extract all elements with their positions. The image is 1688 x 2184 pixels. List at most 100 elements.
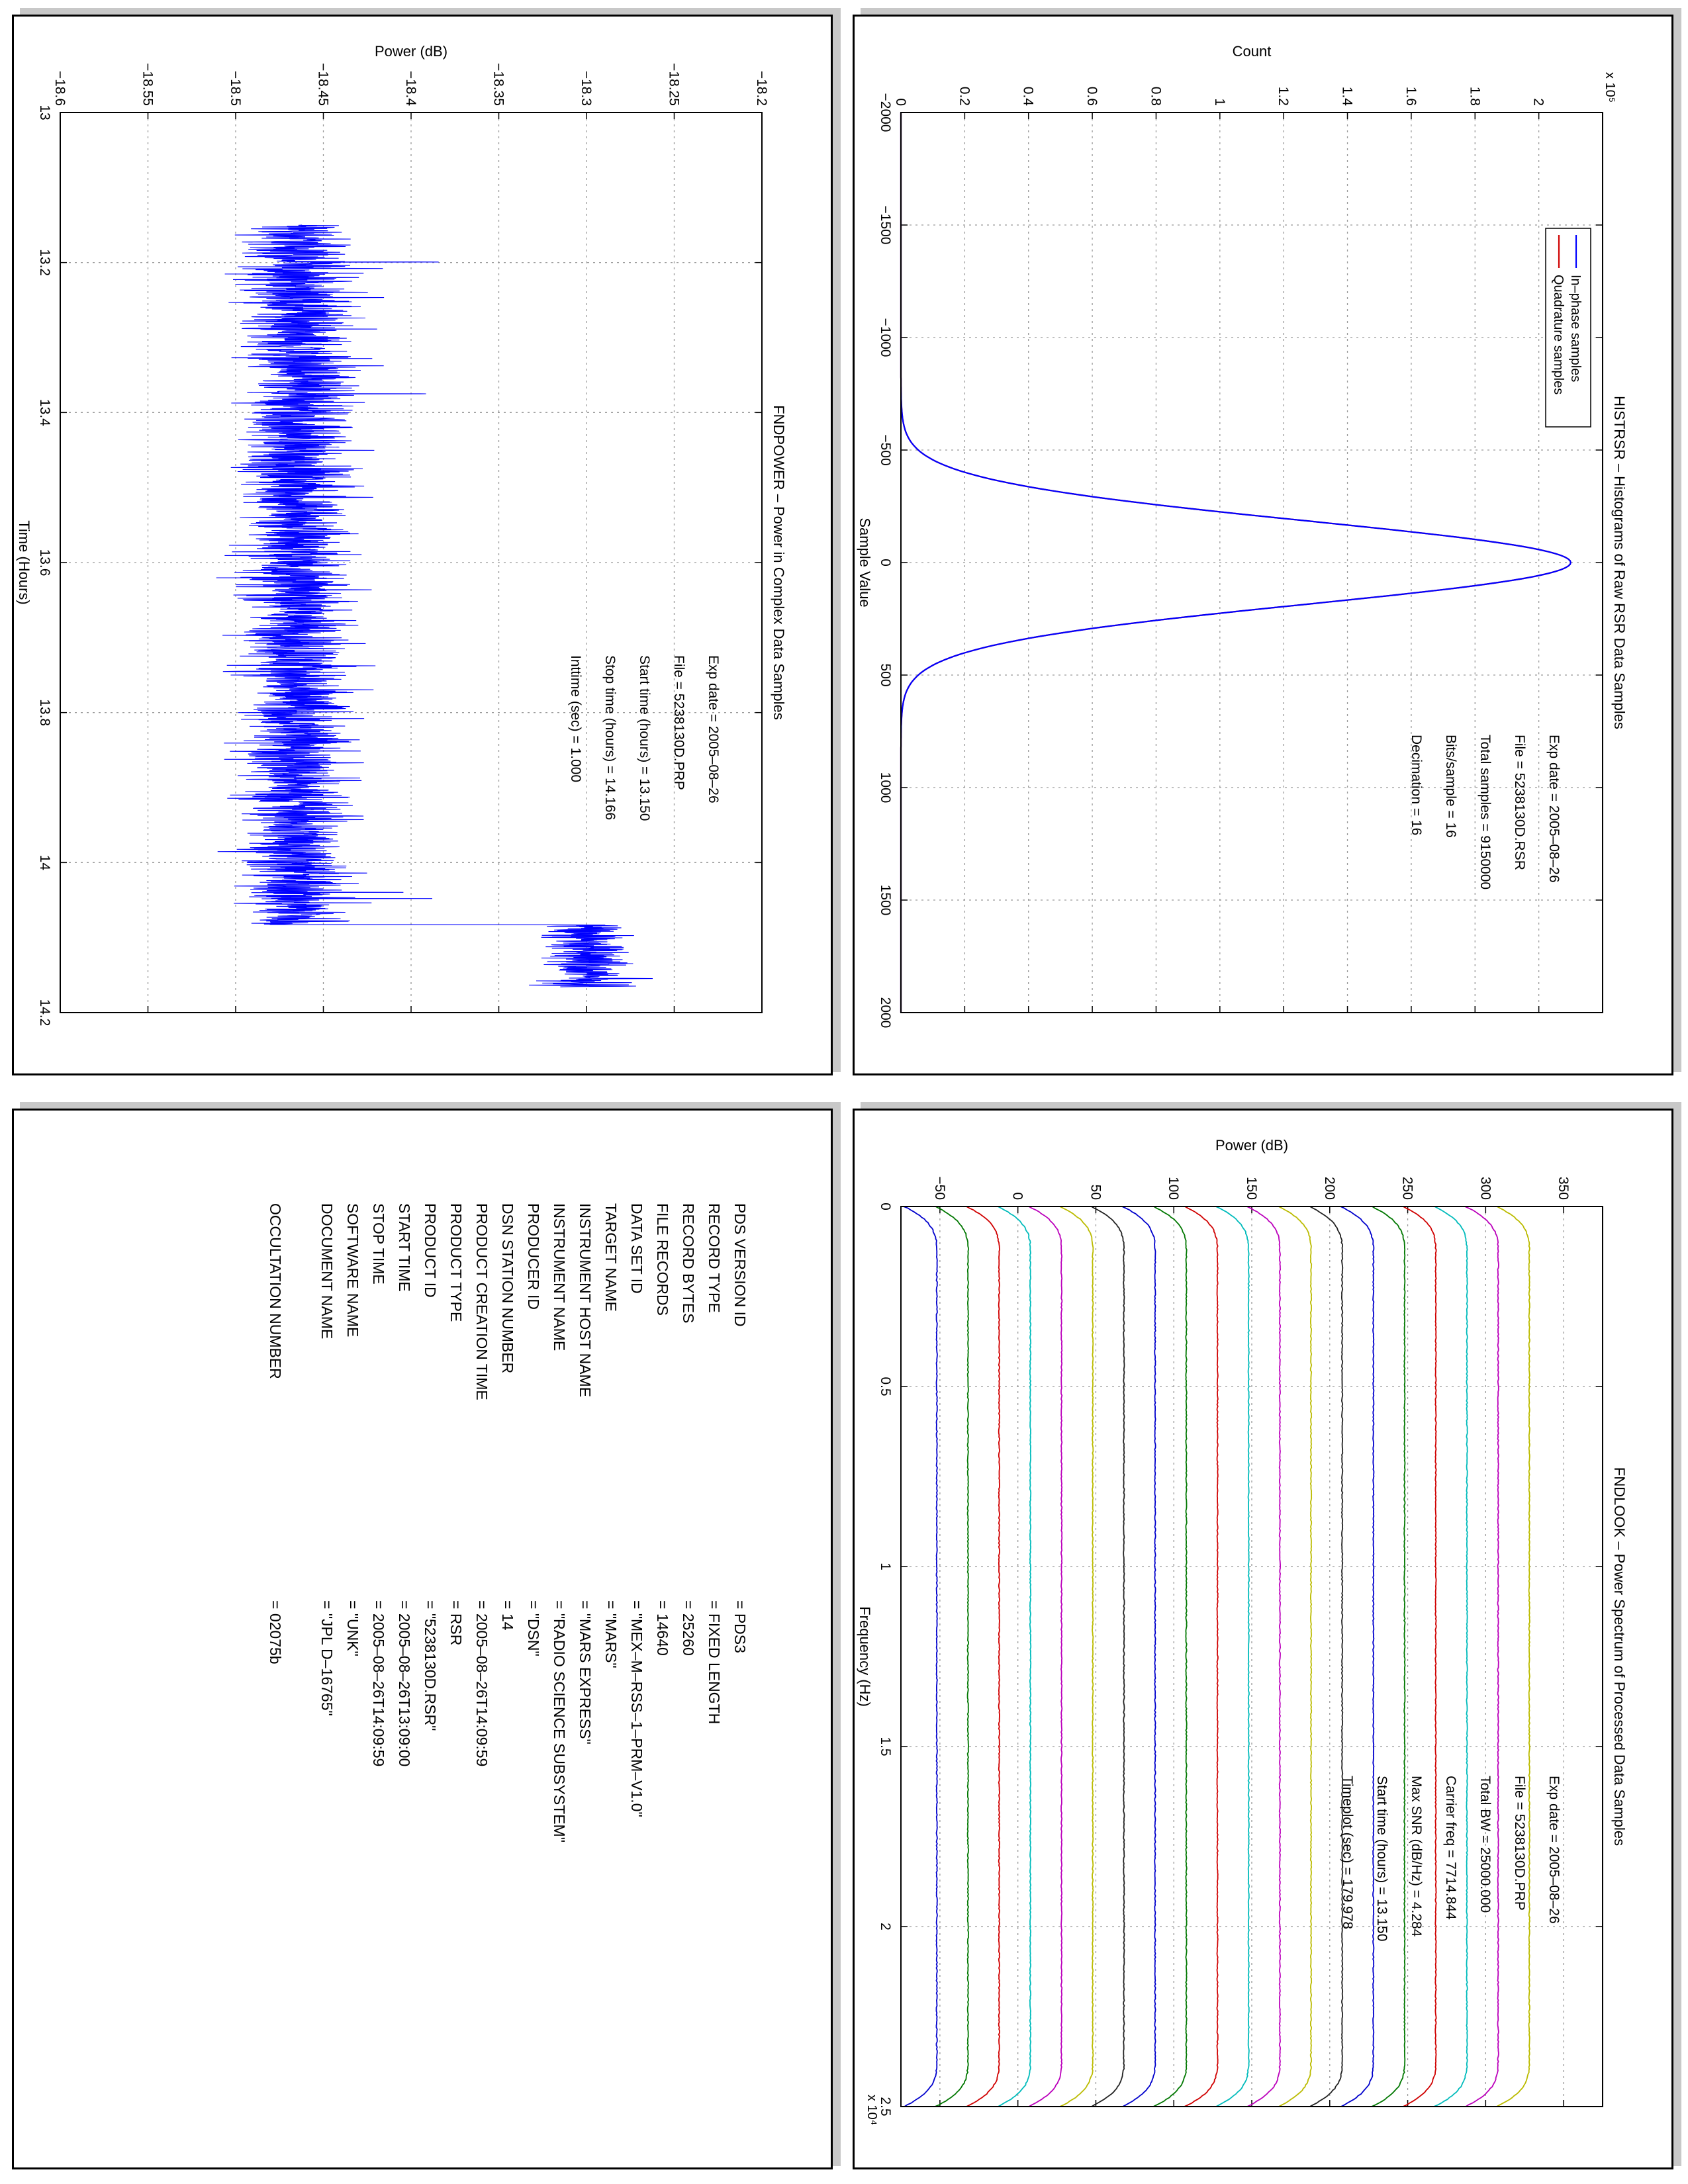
spectrum-series-line — [997, 1206, 1032, 2107]
y-tick-label: 0 — [1010, 1192, 1025, 1200]
y-tick-label: −18.35 — [491, 63, 506, 106]
pds-key: DOCUMENT NAME — [318, 1203, 336, 1340]
info-text-line: File = 5238130D.RSR — [1512, 735, 1527, 870]
pds-key: PRODUCER ID — [525, 1203, 542, 1310]
x-tick-label: 1500 — [878, 885, 893, 916]
y-tick-label: 100 — [1166, 1177, 1181, 1200]
spectrum-series-line — [1371, 1206, 1406, 2107]
x-tick-label: 0 — [878, 559, 893, 567]
legend-box — [1545, 228, 1591, 428]
y-axis-label: Power (dB) — [1215, 1137, 1288, 1154]
y-tick-label: 150 — [1244, 1177, 1259, 1200]
spectrum-series-line — [1340, 1206, 1375, 2107]
pds-value: = "MARS EXPRESS" — [577, 1600, 594, 1745]
x-tick-label: 13.6 — [37, 549, 52, 576]
pds-value: = "MEX–M–RSS–1–PRM–V1.0" — [628, 1600, 645, 1817]
spectrum-series-line — [1309, 1206, 1344, 2107]
y-tick-label: 0.8 — [1148, 87, 1163, 106]
spectrum-series-line — [1464, 1206, 1499, 2107]
y-tick-label: 1.2 — [1276, 87, 1291, 106]
y-tick-label: −50 — [932, 1176, 947, 1200]
histrsr-panel: −2000 −1500 −1000 −500 0 500 1000 1500 2000 0 0.2 0… — [853, 15, 1673, 1075]
y-tick-label: −18.55 — [140, 63, 156, 106]
spectrum-series-line — [1091, 1206, 1125, 2107]
info-text-line: Exp date = 2005–08–26 — [1546, 1776, 1562, 1924]
y-tick-label: −18.45 — [316, 63, 331, 106]
fndlook-panel: 0 0.5 1 1.5 2 2.5 −50 0 50 100 150 200 250 300 350 FNDL… — [853, 1109, 1673, 2169]
pds-key: SOFTWARE NAME — [344, 1203, 361, 1338]
x-tick-label: −1000 — [878, 318, 893, 357]
x-tick-label: 2000 — [878, 997, 893, 1028]
x-tick-label: 500 — [878, 663, 893, 686]
pds-key: INSTRUMENT NAME — [551, 1203, 568, 1351]
x-tick-label: 1 — [878, 1563, 893, 1570]
y-tick-label: 0.2 — [957, 87, 972, 106]
pds-value: = 25260 — [680, 1600, 697, 1656]
y-tick-label: 1.4 — [1340, 87, 1355, 107]
chart-title: HISTRSR – Histograms of Raw RSR Data Sam… — [1611, 396, 1628, 729]
info-text-line: Exp date = 2005–08–26 — [706, 655, 721, 803]
spectrum-series-line — [1028, 1206, 1063, 2107]
spectrum-series-line — [903, 1206, 938, 2107]
y-tick-label: 250 — [1400, 1177, 1415, 1200]
pds-key: RECORD BYTES — [680, 1203, 697, 1324]
x-tick-label: 13 — [37, 105, 52, 120]
x-tick-label: 1.5 — [878, 1737, 893, 1756]
y-tick-label: 0.4 — [1021, 87, 1036, 107]
info-text-line: Start time (hours) = 13.150 — [1374, 1776, 1389, 1941]
pds-key: RECORD TYPE — [706, 1203, 723, 1313]
pds-key: FILE RECORDS — [654, 1203, 671, 1316]
spectrum-series-line — [1059, 1206, 1094, 2107]
x-tick-label: 13.4 — [37, 399, 52, 426]
x-axis-label: Time (Hours) — [16, 520, 32, 605]
x-axis-label: Frequency (Hz) — [857, 1606, 873, 1707]
pds-label-rotated: PDS VERSION ID = PDS3 RECORD TYPE = FIXED L… — [14, 1111, 831, 2167]
pds-value: = "JPL D–16765" — [318, 1600, 336, 1716]
pds-value: = FIXED LENGTH — [706, 1600, 723, 1725]
spectrum-series-line — [966, 1206, 1001, 2107]
info-text-line: Decimation = 16 — [1409, 735, 1424, 835]
pds-value: = "RADIO SCIENCE SUBSYSTEM" — [551, 1600, 568, 1843]
x-tick-label: 14.2 — [37, 999, 52, 1026]
spectrum-series-line — [1278, 1206, 1313, 2107]
pds-key: TARGET NAME — [602, 1203, 620, 1312]
pds-key: PDS VERSION ID — [731, 1203, 749, 1327]
x-tick-label: 2.5 — [878, 2097, 893, 2116]
fndpower-chart: 13 13.2 13.4 13.6 13.8 14 14.2 −18.6 −18.55 −18.5… — [16, 43, 787, 1026]
x-tick-label: −1500 — [878, 206, 893, 245]
spectrum-series-line — [1152, 1206, 1188, 2107]
spectrum-series-line — [935, 1206, 969, 2107]
info-text-line: Timeplot (sec) = 179.978 — [1340, 1776, 1355, 1929]
spectrum-series-line — [1496, 1206, 1530, 2107]
x-tick-label: −500 — [878, 434, 893, 465]
pds-key: DATA SET ID — [628, 1203, 645, 1294]
pds-key: PRODUCT ID — [422, 1203, 439, 1298]
chart-title: FNDLOOK – Power Spectrum of Processed Da… — [1611, 1467, 1628, 1846]
legend-entry-label: In–phase samples — [1568, 275, 1583, 382]
pds-value: = "5238130D.RSR" — [422, 1600, 439, 1731]
pds-value: = "UNK" — [344, 1600, 361, 1657]
x-tick-label: 13.2 — [37, 249, 52, 276]
fndpower-plot-group: 13 13.2 13.4 13.6 13.8 14 14.2 −18.6 −18.55 −18.5… — [16, 43, 787, 1026]
fndpower-panel: 13 13.2 13.4 13.6 13.8 14 14.2 −18.6 −18.55 −18.5… — [12, 15, 833, 1075]
pds-value: = RSR — [447, 1600, 465, 1646]
y-tick-label: 1.6 — [1403, 87, 1419, 106]
y-tick-label: −18.6 — [52, 71, 68, 106]
y-axis-label: Count — [1233, 43, 1272, 60]
pds-value: = 14 — [499, 1600, 516, 1631]
y-tick-label: 350 — [1556, 1177, 1571, 1200]
y-tick-label: 1 — [1212, 98, 1227, 106]
spectrum-series-line — [1246, 1206, 1282, 2107]
x-tick-label: 0 — [878, 1203, 893, 1210]
pds-value: = "MARS" — [602, 1600, 620, 1668]
info-text-line: Carrier freq = 7714.844 — [1443, 1776, 1458, 1920]
legend-entry-label: Quadrature samples — [1551, 275, 1566, 394]
info-text-line: Start time (hours) = 13.150 — [637, 655, 652, 821]
pds-key: PRODUCT TYPE — [447, 1203, 465, 1322]
y-tick-label: 1.8 — [1467, 87, 1482, 106]
histrsr-chart: −2000 −1500 −1000 −500 0 500 1000 1500 2000 0 0.2 0… — [857, 43, 1628, 1028]
y-tick-label: 300 — [1477, 1177, 1493, 1200]
x-tick-label: 13.8 — [37, 699, 52, 726]
x-exponent-label: x 10⁴ — [865, 2095, 879, 2125]
power-series-line — [216, 224, 653, 987]
